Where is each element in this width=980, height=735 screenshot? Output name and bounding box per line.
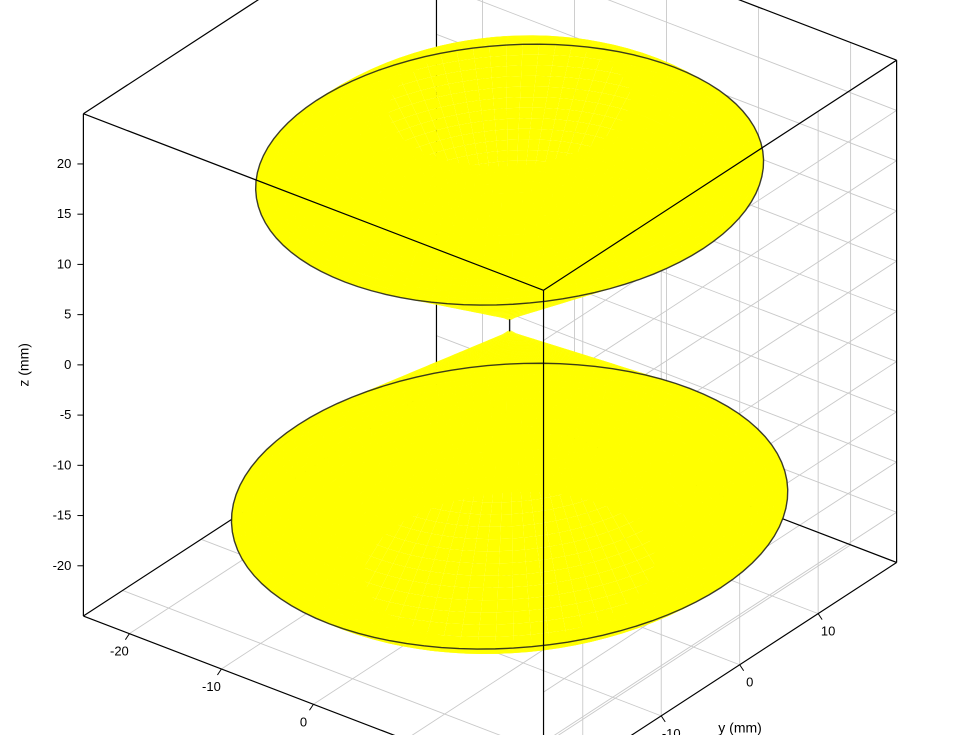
z-tick-label: 20: [57, 156, 71, 171]
y-axis-label: y (mm): [718, 720, 762, 735]
x-tick-label: -10: [202, 679, 221, 694]
z-tick-label: 0: [64, 357, 71, 372]
z-tick-label: 15: [57, 206, 71, 221]
z-tick-label: -20: [53, 558, 72, 573]
z-tick-label: 5: [64, 307, 71, 322]
z-tick-label: -15: [53, 508, 72, 523]
z-axis-label: z (mm): [15, 343, 31, 387]
y-tick-label: 0: [746, 675, 753, 690]
biconical-3d-plot: -20-15-10-505101520-20-1001020-20-10010z…: [0, 0, 980, 735]
y-tick-label: 10: [821, 624, 835, 639]
z-tick-label: -10: [53, 457, 72, 472]
x-tick-label: -20: [110, 644, 129, 659]
z-tick-label: 10: [57, 256, 71, 271]
z-tick-label: -5: [60, 407, 72, 422]
y-tick-label: -10: [662, 726, 681, 735]
x-tick-label: 0: [300, 714, 307, 729]
